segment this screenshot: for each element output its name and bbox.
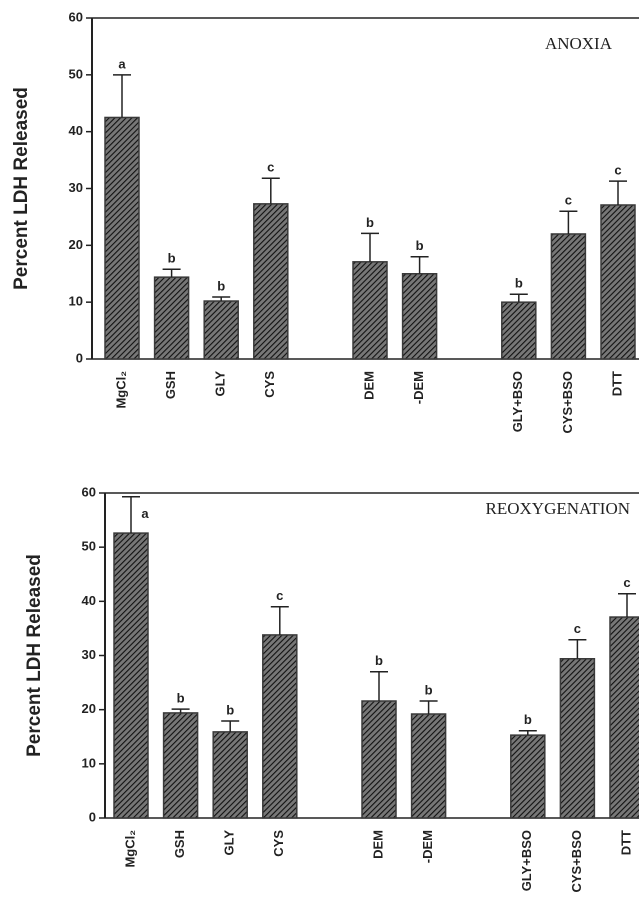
significance-letter: b: [375, 653, 383, 668]
y-tick-label: 30: [82, 647, 96, 662]
significance-letter: b: [425, 682, 433, 697]
y-tick-label: 20: [82, 701, 96, 716]
bar: [559, 658, 596, 819]
significance-letter: c: [276, 588, 283, 603]
bar: [212, 731, 248, 819]
significance-letter: b: [515, 276, 523, 291]
y-axis-label: Percent LDH Released: [24, 554, 45, 757]
significance-letter: c: [623, 575, 630, 590]
x-tick-label: -DEM: [411, 371, 426, 404]
bar: [609, 616, 639, 819]
significance-letter: b: [168, 251, 176, 266]
significance-letter: a: [118, 56, 126, 71]
y-tick-label: 50: [69, 66, 83, 81]
significance-letter: c: [267, 160, 274, 175]
x-tick-label: MgCl₂: [113, 371, 128, 409]
x-tick-label: CYS: [271, 830, 286, 857]
y-tick-label: 10: [82, 755, 96, 770]
bar: [501, 301, 537, 360]
x-tick-label: DTT: [609, 371, 624, 396]
bar: [153, 276, 190, 360]
y-axis-label: Percent LDH Released: [11, 87, 32, 290]
x-tick-label: MgCl₂: [122, 830, 137, 868]
x-tick-label: -DEM: [420, 830, 435, 863]
x-tick-label: GLY: [222, 830, 237, 856]
y-tick-label: 60: [69, 9, 83, 24]
x-tick-label: CYS+BSO: [569, 830, 584, 893]
x-tick-label: CYS: [262, 371, 277, 398]
bar: [352, 261, 388, 360]
y-tick-label: 40: [82, 593, 96, 608]
significance-letter: b: [524, 712, 532, 727]
bar: [600, 204, 636, 360]
y-tick-label: 10: [69, 294, 83, 309]
bar: [401, 273, 438, 360]
bar: [510, 734, 546, 819]
significance-letter: a: [141, 506, 149, 521]
bar: [113, 532, 149, 819]
x-tick-label: DEM: [361, 371, 376, 400]
bar: [104, 116, 140, 360]
bar: [162, 712, 199, 819]
y-tick-label: 20: [69, 237, 83, 252]
y-tick-label: 30: [69, 180, 83, 195]
x-tick-label: GLY+BSO: [519, 830, 534, 891]
significance-letter: b: [217, 278, 225, 293]
bar: [262, 634, 298, 819]
significance-letter: c: [565, 193, 572, 208]
y-tick-label: 50: [82, 539, 96, 554]
bar: [550, 233, 587, 360]
panel-title: ANOXIA: [545, 34, 613, 53]
y-tick-label: 0: [89, 809, 96, 824]
y-tick-label: 60: [82, 484, 96, 499]
y-tick-label: 40: [69, 123, 83, 138]
y-tick-label: 0: [76, 350, 83, 365]
bar: [203, 300, 239, 360]
significance-letter: c: [614, 163, 621, 178]
x-tick-label: CYS+BSO: [560, 371, 575, 434]
significance-letter: c: [574, 621, 581, 636]
x-tick-label: GLY: [213, 371, 228, 397]
bar: [410, 713, 447, 819]
bar: [361, 700, 397, 819]
x-tick-label: DEM: [370, 830, 385, 859]
x-tick-label: GLY+BSO: [510, 371, 525, 432]
significance-letter: b: [366, 215, 374, 230]
significance-letter: b: [177, 691, 185, 706]
x-tick-label: DTT: [618, 830, 633, 855]
x-tick-label: GSH: [172, 830, 187, 858]
significance-letter: b: [226, 702, 234, 717]
significance-letter: b: [416, 238, 424, 253]
bar: [253, 203, 289, 360]
x-tick-label: GSH: [163, 371, 178, 399]
panel-title: REOXYGENATION: [486, 499, 630, 518]
